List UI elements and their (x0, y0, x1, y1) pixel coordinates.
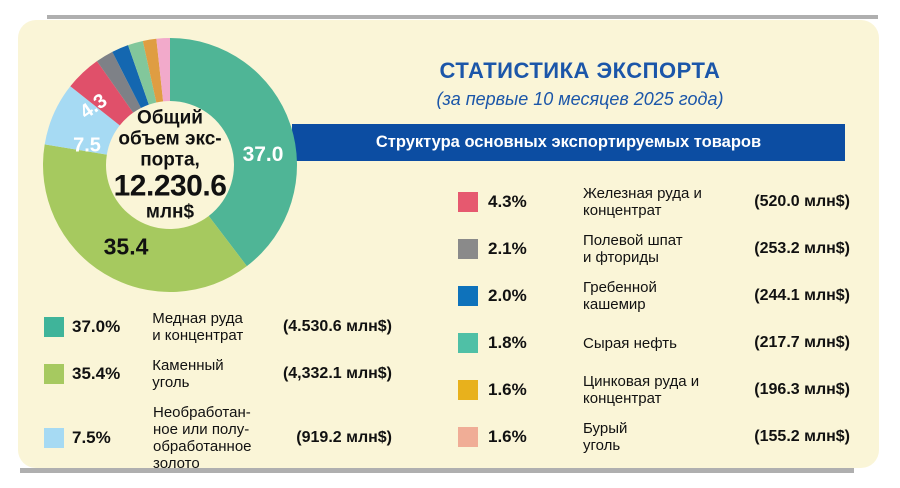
legend-swatch (458, 192, 478, 212)
pie-slice-label: 7.5 (73, 134, 101, 157)
legend-percent: 1.6% (488, 380, 527, 399)
legend-swatch (458, 380, 478, 400)
pie-slice (70, 61, 134, 126)
pie-slice-label: 37.0 (242, 143, 284, 166)
legend-name: Необработан- ное или полу- обработанное … (153, 404, 252, 472)
legend-item: 35.4% Каменный уголь (4,332.1 млн$) (44, 357, 392, 391)
legend-amount: (217.7 млн$) (754, 334, 850, 351)
legend-name: Бурый уголь (583, 420, 628, 454)
pie-slice (43, 144, 247, 292)
section-banner-label: Структура основных экспортируемых товаро… (375, 133, 762, 151)
bottom-shadow-line (20, 468, 854, 473)
legend-amount: (196.3 млн$) (754, 381, 850, 398)
legend-name: Железная руда и концентрат (583, 185, 702, 219)
legend-percent: 35.4% (72, 364, 121, 383)
donut-chart: 37.0 35.4 7.5 4.3 Общий объем экс- порта… (43, 38, 297, 292)
legend-percent: 2.1% (488, 239, 527, 258)
legend-name: Гребенной кашемир (583, 279, 657, 313)
legend-item: 1.6% Бурый уголь (155.2 млн$) (458, 419, 850, 455)
legend-name: Каменный уголь (152, 357, 224, 391)
legend-item: 7.5% Необработан- ное или полу- обработан… (44, 404, 392, 472)
legend-right-column: 4.3% Железная руда и концентрат (520.0 млн… (458, 184, 850, 455)
legend-percent: 2.0% (488, 286, 527, 305)
legend-amount: (919.2 млн$) (296, 429, 392, 446)
legend-name: Полевой шпат и фториды (583, 232, 683, 266)
legend-amount: (520.0 млн$) (754, 193, 850, 210)
legend-amount: (4,332.1 млн$) (282, 365, 392, 382)
donut-svg (43, 38, 297, 292)
pie-slice (112, 45, 149, 108)
legend-percent: 1.8% (488, 333, 527, 352)
page-subtitle: (за первые 10 месяцев 2025 года) (436, 89, 724, 109)
legend-name: Медная руда и концентрат (152, 310, 244, 344)
legend-swatch (44, 317, 64, 337)
legend-amount: (253.2 млн$) (754, 240, 850, 257)
legend-item: 1.8% Сырая нефть (217.7 млн$) (458, 325, 850, 361)
pie-slice (44, 86, 120, 155)
legend-swatch (44, 364, 64, 384)
total-export-unit: млн$ (145, 201, 195, 223)
legend-percent: 1.6% (488, 427, 527, 446)
legend-item: 4.3% Железная руда и концентрат (520.0 млн… (458, 184, 850, 220)
legend-swatch (458, 333, 478, 353)
legend-swatch (458, 239, 478, 259)
legend-item: 2.0% Гребенной кашемир (244.1 млн$) (458, 278, 850, 314)
pie-slice (170, 38, 297, 267)
legend-amount: (244.1 млн$) (754, 287, 850, 304)
total-export-caption: Общий объем экс- порта, (118, 107, 222, 171)
legend-percent: 37.0% (72, 317, 121, 336)
legend-amount: (155.2 млн$) (754, 428, 850, 445)
legend-name: Сырая нефть (583, 334, 677, 352)
page-title: СТАТИСТИКА ЭКСПОРТА (439, 58, 721, 83)
legend-item: 2.1% Полевой шпат и фториды (253.2 млн$) (458, 231, 850, 267)
section-banner: Структура основных экспортируемых товаро… (292, 124, 845, 161)
pie-slice (142, 38, 164, 103)
pie-slice (128, 40, 157, 105)
legend-percent: 7.5% (72, 428, 111, 447)
pie-center-label: Общий объем экс- порта, 12.230.6 млн$ (95, 108, 245, 223)
legend-item: 37.0% Медная руда и концентрат (4.530.6 мл… (44, 310, 392, 344)
header: СТАТИСТИКА ЭКСПОРТА (за первые 10 месяце… (310, 58, 850, 110)
pie-slice-label: 35.4 (103, 233, 149, 260)
pie-slice (156, 38, 170, 102)
legend-swatch (458, 427, 478, 447)
pie-slice (96, 51, 141, 113)
total-export-value: 12.230.6 (113, 169, 227, 203)
legend-item: 1.6% Цинковая руда и концентрат (196.3 млн… (458, 372, 850, 408)
top-shadow-line (47, 15, 878, 19)
legend-swatch (44, 428, 64, 448)
legend-swatch (458, 286, 478, 306)
legend-name: Цинковая руда и концентрат (583, 373, 700, 407)
legend-percent: 4.3% (488, 192, 527, 211)
legend-amount: (4.530.6 млн$) (282, 318, 392, 335)
legend-left-column: 37.0% Медная руда и концентрат (4.530.6 мл… (44, 310, 392, 472)
